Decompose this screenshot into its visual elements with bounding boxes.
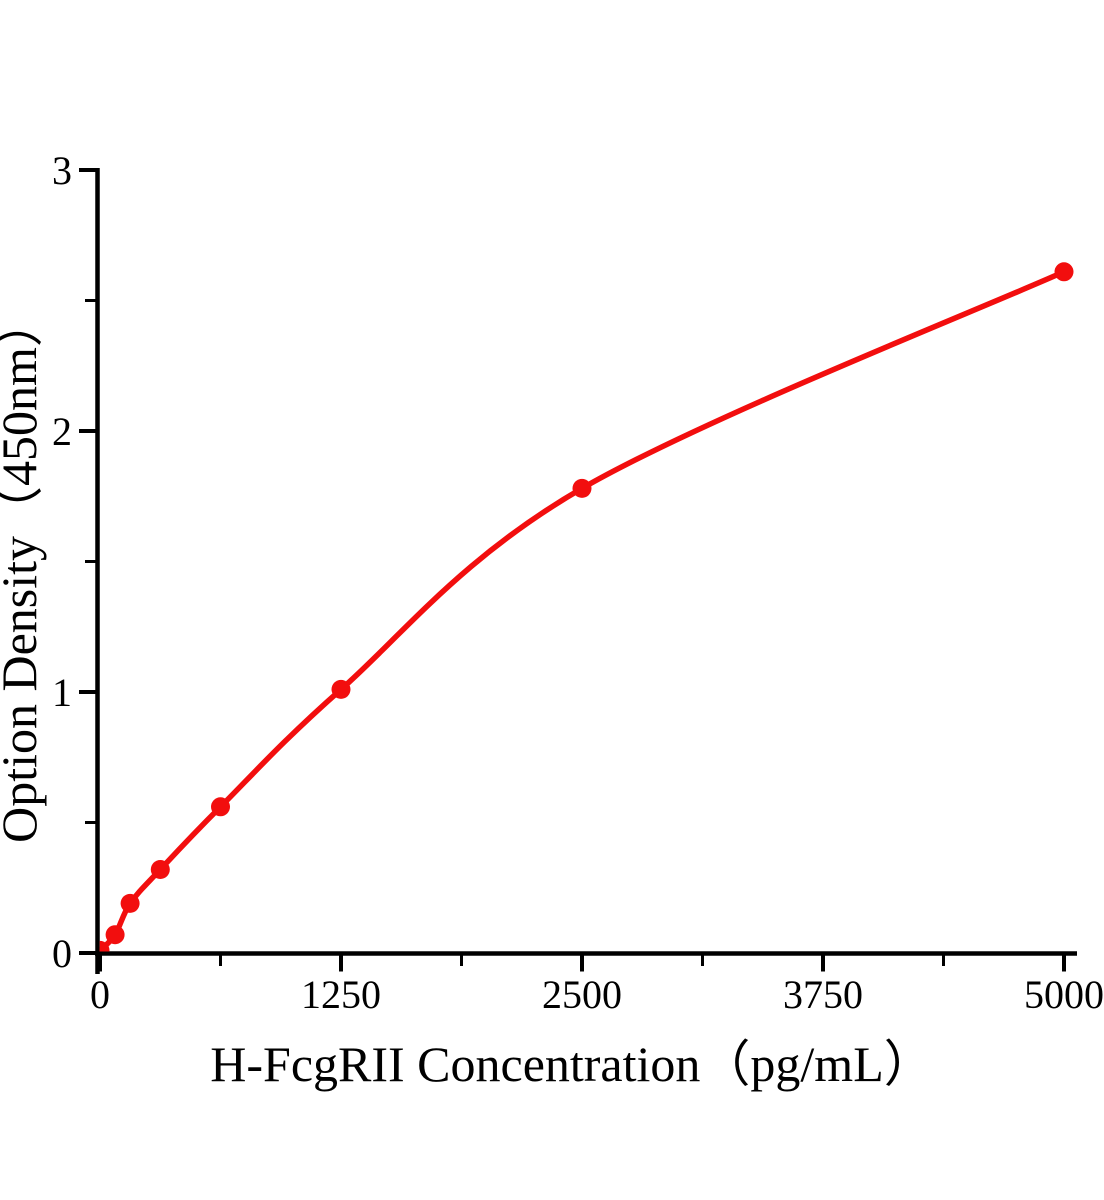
- axes-layer: 0 1 2 3 0 1250 2500 3750 5000: [52, 148, 1104, 1017]
- y-tick-label: 3: [52, 148, 72, 193]
- y-tick-label: 2: [52, 409, 72, 454]
- standard-curve-line: [99, 269, 1067, 952]
- data-point-marker: [211, 797, 230, 817]
- x-tick-label: 2500: [542, 972, 622, 1017]
- data-point-marker: [331, 679, 351, 699]
- x-axis-title: H-FcgRII Concentration（pg/mL）: [210, 1036, 934, 1092]
- y-tick-label: 0: [52, 931, 72, 976]
- x-tick-label: 0: [90, 972, 110, 1017]
- data-point-marker: [1054, 262, 1074, 282]
- data-series-layer: [99, 262, 1074, 952]
- x-tick-label: 5000: [1024, 972, 1104, 1017]
- y-axis-title: Option Density（450nm）: [0, 297, 47, 843]
- data-point-marker: [572, 478, 592, 498]
- y-tick-label: 1: [52, 670, 72, 715]
- data-point-marker: [99, 940, 110, 952]
- x-tick-label: 1250: [301, 972, 381, 1017]
- data-point-marker: [120, 893, 140, 913]
- data-point-marker: [150, 860, 170, 879]
- data-point-marker: [105, 925, 125, 945]
- x-tick-label: 3750: [783, 972, 863, 1017]
